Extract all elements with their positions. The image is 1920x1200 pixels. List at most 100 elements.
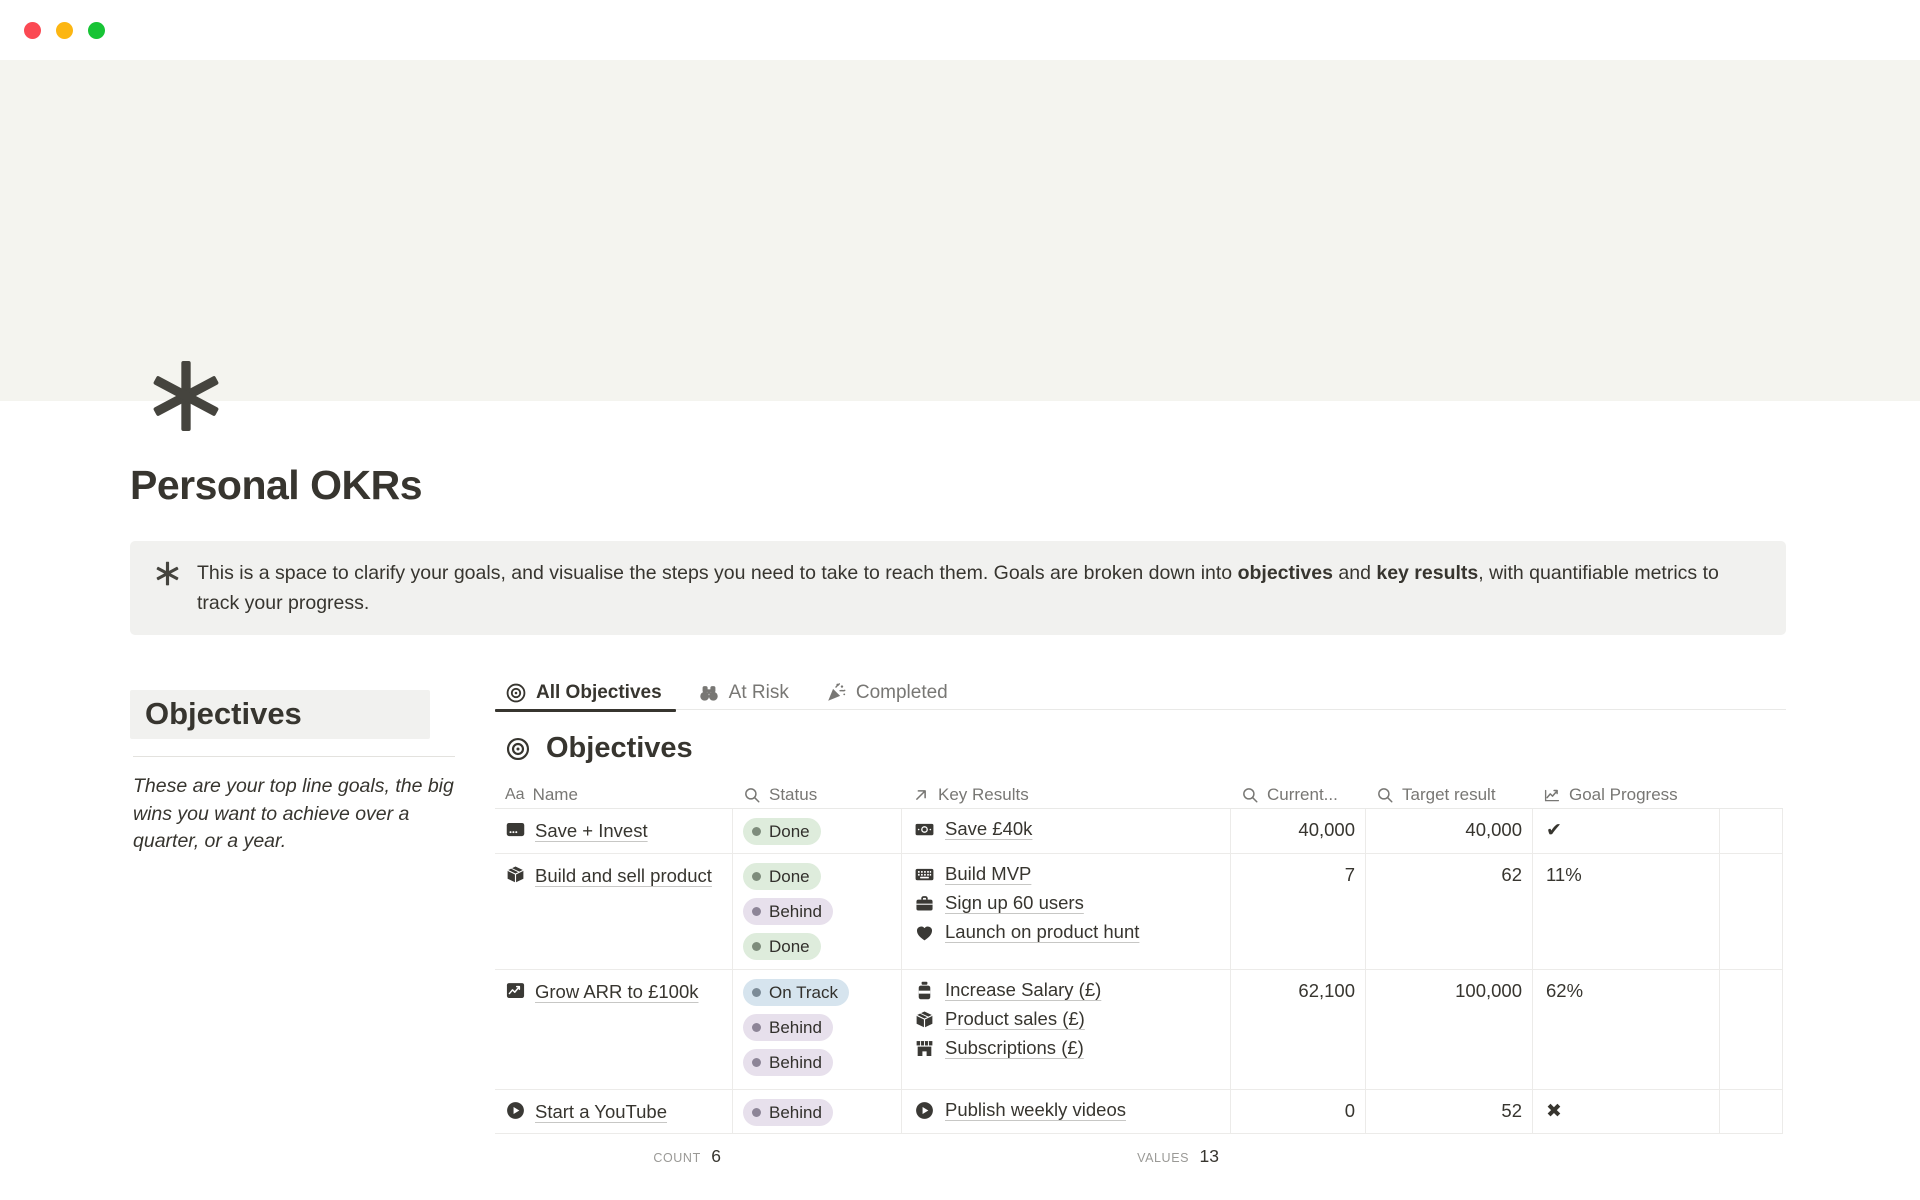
status-dot-icon [752,1058,761,1067]
checkmark-icon: ✔ [1546,820,1562,841]
status-badge[interactable]: Behind [743,1099,833,1126]
values-value: 13 [1199,1145,1219,1166]
section-header: Objectives [505,732,1786,765]
current-value-cell[interactable]: 7 [1231,854,1366,969]
status-dot-icon [752,1023,761,1032]
objective-link[interactable]: Build and sell product [535,865,712,886]
column-header-key-results[interactable]: Key Results [902,785,1231,805]
name-cell: Build and sell product [495,854,733,969]
table-header-row: Aa Name Status Key Results Current... Ta… [495,781,1783,809]
column-header-goal-progress[interactable]: Goal Progress [1533,785,1720,805]
main-column: All Objectives At Risk Completed Objecti… [495,676,1786,1178]
cross-icon: ✖ [1546,1101,1562,1122]
key-result-link[interactable]: Save £40k [945,818,1033,839]
callout-bold-objectives: objectives [1237,562,1333,584]
current-value-cell[interactable]: 62,100 [1231,970,1366,1089]
status-badge[interactable]: Behind [743,898,833,925]
key-result-link[interactable]: Build MVP [945,863,1032,884]
page-cover [0,60,1920,401]
empty-cell [1720,970,1783,1089]
key-results-cell: Build MVP Sign up 60 users Launch on pro… [902,854,1231,969]
key-result-link[interactable]: Publish weekly videos [945,1099,1126,1120]
package-icon [914,1009,935,1030]
status-label: Done [769,936,810,956]
key-result-link[interactable]: Sign up 60 users [945,892,1084,913]
tab-completed[interactable]: Completed [815,676,962,710]
search-icon [1241,786,1259,804]
status-badge[interactable]: On Track [743,979,849,1006]
key-result-item: Build MVP [914,863,1222,885]
search-icon [1376,786,1394,804]
party-popper-icon [825,682,847,704]
close-button[interactable] [24,22,41,39]
empty-cell [1720,854,1783,969]
status-badge[interactable]: Behind [743,1049,833,1076]
column-header-current[interactable]: Current... [1231,785,1366,805]
table-row: Start a YouTube Behind Publish weekly vi… [495,1090,1783,1134]
count-aggregate[interactable]: COUNT 6 [495,1146,733,1167]
target-value-cell[interactable]: 40,000 [1366,809,1533,853]
money-bill-icon [914,819,935,840]
key-result-link[interactable]: Launch on product hunt [945,921,1140,942]
key-result-item: Launch on product hunt [914,921,1222,943]
play-icon [914,1100,935,1121]
column-header-target-result[interactable]: Target result [1366,785,1533,805]
minimize-button[interactable] [56,22,73,39]
target-value-cell[interactable]: 100,000 [1366,970,1533,1089]
status-cell: Behind [733,1090,902,1133]
tab-label: All Objectives [536,681,662,703]
briefcase-icon [914,893,935,914]
status-badge[interactable]: Done [743,933,821,960]
left-column: Objectives These are your top line goals… [130,690,460,856]
key-results-cell: Publish weekly videos [902,1090,1231,1133]
section-title: Objectives [546,732,693,764]
column-header-status[interactable]: Status [733,785,902,805]
current-value-cell[interactable]: 0 [1231,1090,1366,1133]
status-label: Behind [769,1052,822,1072]
text-property-icon: Aa [505,785,525,803]
key-result-item: Product sales (£) [914,1008,1222,1030]
key-result-link[interactable]: Increase Salary (£) [945,979,1102,1000]
status-dot-icon [752,942,761,951]
objectives-description: These are your top line goals, the big w… [133,775,454,852]
key-result-link[interactable]: Product sales (£) [945,1008,1085,1029]
objective-link[interactable]: Save + Invest [535,820,648,841]
key-results-cell: Increase Salary (£) Product sales (£) Su… [902,970,1231,1089]
callout: This is a space to clarify your goals, a… [130,541,1786,635]
target-value-cell[interactable]: 52 [1366,1090,1533,1133]
status-dot-icon [752,872,761,881]
chart-increasing-icon [505,980,526,1001]
key-result-link[interactable]: Subscriptions (£) [945,1037,1084,1058]
status-badge[interactable]: Done [743,863,821,890]
goal-progress-cell: 11% [1533,854,1720,969]
column-header-name[interactable]: Aa Name [495,785,733,805]
window-controls [24,22,105,39]
values-aggregate[interactable]: VALUES 13 [902,1146,1231,1167]
empty-cell [1720,809,1783,853]
objectives-table: Aa Name Status Key Results Current... Ta… [495,781,1783,1178]
callout-text-part: and [1332,562,1377,584]
maximize-button[interactable] [88,22,105,39]
page-icon-asterisk[interactable] [146,356,226,436]
objective-link[interactable]: Start a YouTube [535,1101,668,1122]
name-cell: Start a YouTube [495,1090,733,1133]
table-row: Grow ARR to £100k On Track Behind Behind [495,970,1783,1090]
name-cell: Grow ARR to £100k [495,970,733,1089]
tab-label: Completed [855,681,948,703]
column-label: Status [769,784,818,804]
page-title[interactable]: Personal OKRs [130,462,423,508]
tab-at-risk[interactable]: At Risk [688,676,803,710]
view-tabs: All Objectives At Risk Completed [495,676,1786,712]
tab-all-objectives[interactable]: All Objectives [495,676,676,712]
tab-label: At Risk [728,681,789,703]
status-badge[interactable]: Behind [743,1014,833,1041]
column-label: Goal Progress [1569,784,1678,804]
callout-text: This is a space to clarify your goals, a… [197,558,1762,618]
bottle-icon [914,980,935,1001]
current-value-cell[interactable]: 40,000 [1231,809,1366,853]
status-badge[interactable]: Done [743,818,821,845]
column-label: Target result [1402,784,1496,804]
target-value-cell[interactable]: 62 [1366,854,1533,969]
objective-link[interactable]: Grow ARR to £100k [535,981,699,1002]
keyboard-icon [914,864,935,885]
